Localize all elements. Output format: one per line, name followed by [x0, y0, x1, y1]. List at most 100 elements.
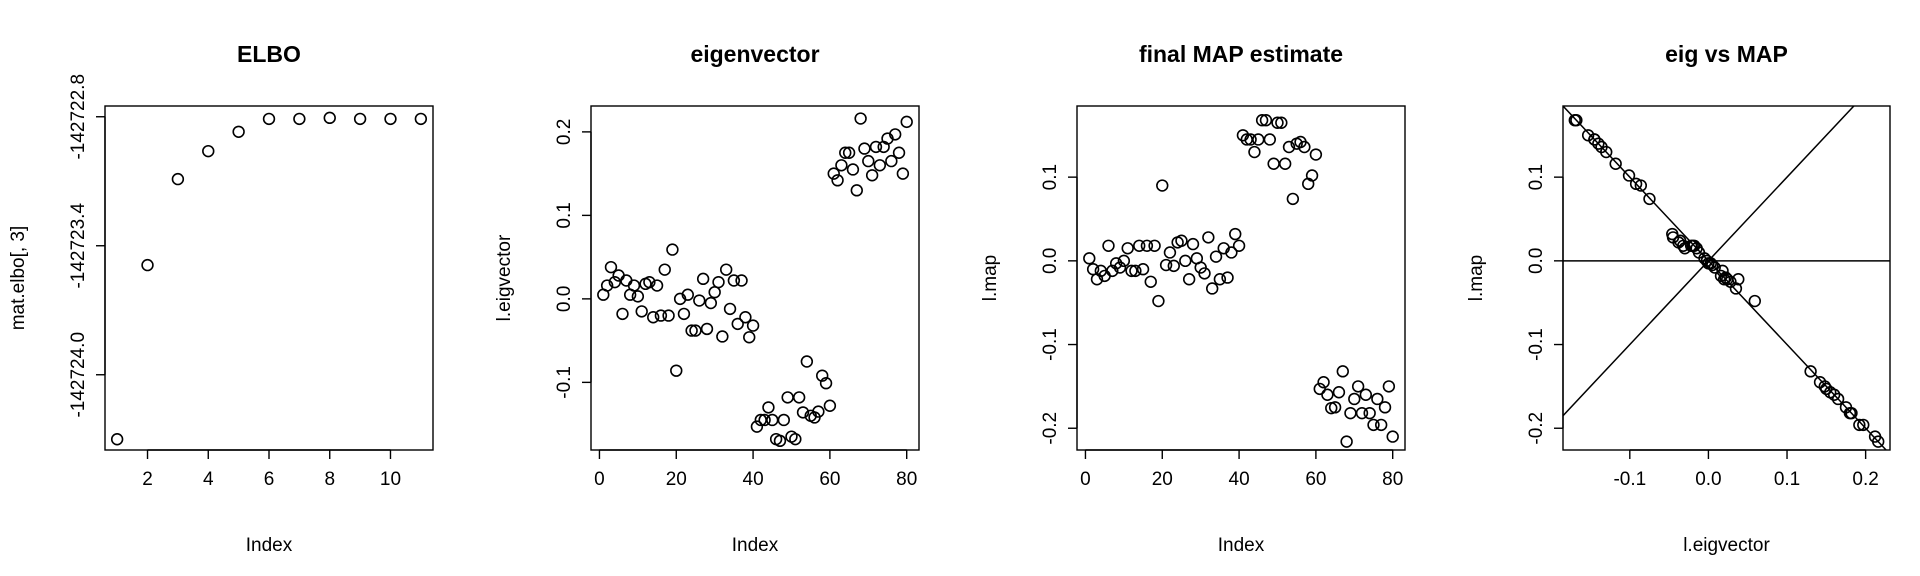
data-point [1600, 145, 1613, 159]
data-point [1152, 294, 1165, 308]
data-point [635, 305, 648, 318]
data-point [1259, 114, 1273, 127]
data-point [1336, 365, 1349, 378]
data-point [1175, 234, 1188, 247]
data-point [627, 279, 641, 292]
data-point [677, 307, 691, 321]
x-axis-label: Index [246, 535, 293, 556]
data-point [750, 420, 764, 433]
data-point [323, 111, 336, 125]
data-point [141, 258, 154, 272]
data-point [1831, 392, 1845, 406]
data-point [1704, 257, 1717, 270]
data-point [700, 322, 714, 336]
data-point [1305, 169, 1319, 182]
data-point [1359, 388, 1373, 401]
x-axis-label: Index [732, 535, 779, 556]
data-point [1086, 263, 1100, 276]
data-point [1198, 267, 1211, 280]
data-point [1853, 418, 1866, 432]
x-tick-label: 40 [1229, 469, 1250, 490]
data-point [766, 413, 779, 427]
data-point [696, 272, 710, 286]
data-point [869, 140, 883, 154]
data-point [1622, 169, 1636, 182]
x-tick-label: 20 [666, 469, 687, 490]
data-point [110, 433, 124, 446]
data-point [1872, 435, 1885, 448]
data-point [1129, 264, 1142, 278]
data-point [620, 274, 633, 287]
data-point [1317, 376, 1330, 389]
data-point [785, 430, 798, 443]
data-point [1581, 129, 1595, 142]
data-point [662, 309, 675, 322]
x-axis-label: Index [1218, 535, 1265, 556]
data-point [842, 146, 856, 159]
data-point [1706, 258, 1719, 272]
data-point [1109, 257, 1123, 270]
chart-title: eig vs MAP [1665, 41, 1788, 67]
data-point [1282, 140, 1296, 154]
data-point [854, 112, 867, 125]
y-axis-label: l.eigvector [494, 234, 515, 321]
data-point [716, 330, 729, 343]
x-tick-label: 4 [203, 469, 214, 490]
data-point [202, 144, 215, 158]
data-point [892, 146, 906, 159]
data-point [858, 142, 871, 155]
y-axis-label: l.map [980, 255, 1001, 301]
data-point [293, 112, 306, 126]
data-point [689, 324, 702, 337]
data-point [1179, 254, 1192, 268]
data-point [1328, 401, 1342, 414]
data-point [658, 263, 671, 276]
data-point [1708, 261, 1721, 274]
data-point [600, 279, 614, 292]
plot-frame [590, 105, 920, 451]
data-point [1106, 264, 1119, 278]
data-point [1371, 392, 1384, 406]
data-point [1717, 273, 1731, 286]
plot-frame [104, 105, 434, 451]
data-point [1827, 388, 1841, 401]
data-point [1643, 192, 1656, 206]
eig-vs-map-panel: eig vs MAP -0.1 0.0 0.1 0.2 -0.2 -0.1 0.0 0.1 l.e… [1466, 41, 1891, 556]
data-point [762, 401, 775, 414]
data-point [1083, 252, 1096, 265]
data-point [1186, 237, 1200, 251]
data-point [1732, 273, 1745, 286]
data-point [1102, 239, 1115, 252]
data-point [743, 331, 756, 344]
data-point [888, 128, 902, 141]
x-tick-label: 6 [264, 469, 275, 490]
data-point [885, 154, 898, 168]
data-point [1729, 282, 1743, 295]
data-point [1634, 179, 1648, 192]
y-tick-label: -142724.0 [68, 332, 89, 418]
data-point [604, 260, 618, 274]
data-point [1309, 148, 1323, 161]
data-point [666, 243, 679, 256]
data-point [862, 154, 875, 168]
data-point [1804, 365, 1817, 378]
y-tick-label: 0.0 [1040, 248, 1061, 274]
data-point [781, 391, 794, 404]
data-point [414, 112, 428, 126]
data-point [850, 184, 863, 197]
chart-title: final MAP estimate [1139, 41, 1343, 67]
data-point [708, 285, 721, 299]
data-point [719, 263, 733, 276]
data-point [1117, 254, 1131, 268]
elbo-panel: ELBO 2 4 6 8 10 -142724.0 -142723.4 -142722.8 Ind… [8, 41, 434, 556]
x-tick-label: 10 [380, 469, 401, 490]
data-point [1286, 192, 1300, 206]
data-point [723, 302, 737, 316]
data-point [1355, 406, 1369, 420]
data-point [831, 174, 844, 187]
data-point [670, 364, 683, 377]
chart-title: ELBO [237, 41, 301, 67]
y-tick-label: -0.1 [1040, 328, 1061, 361]
x-tick-label: 8 [324, 469, 335, 490]
x-tick-label: 60 [1305, 469, 1326, 490]
